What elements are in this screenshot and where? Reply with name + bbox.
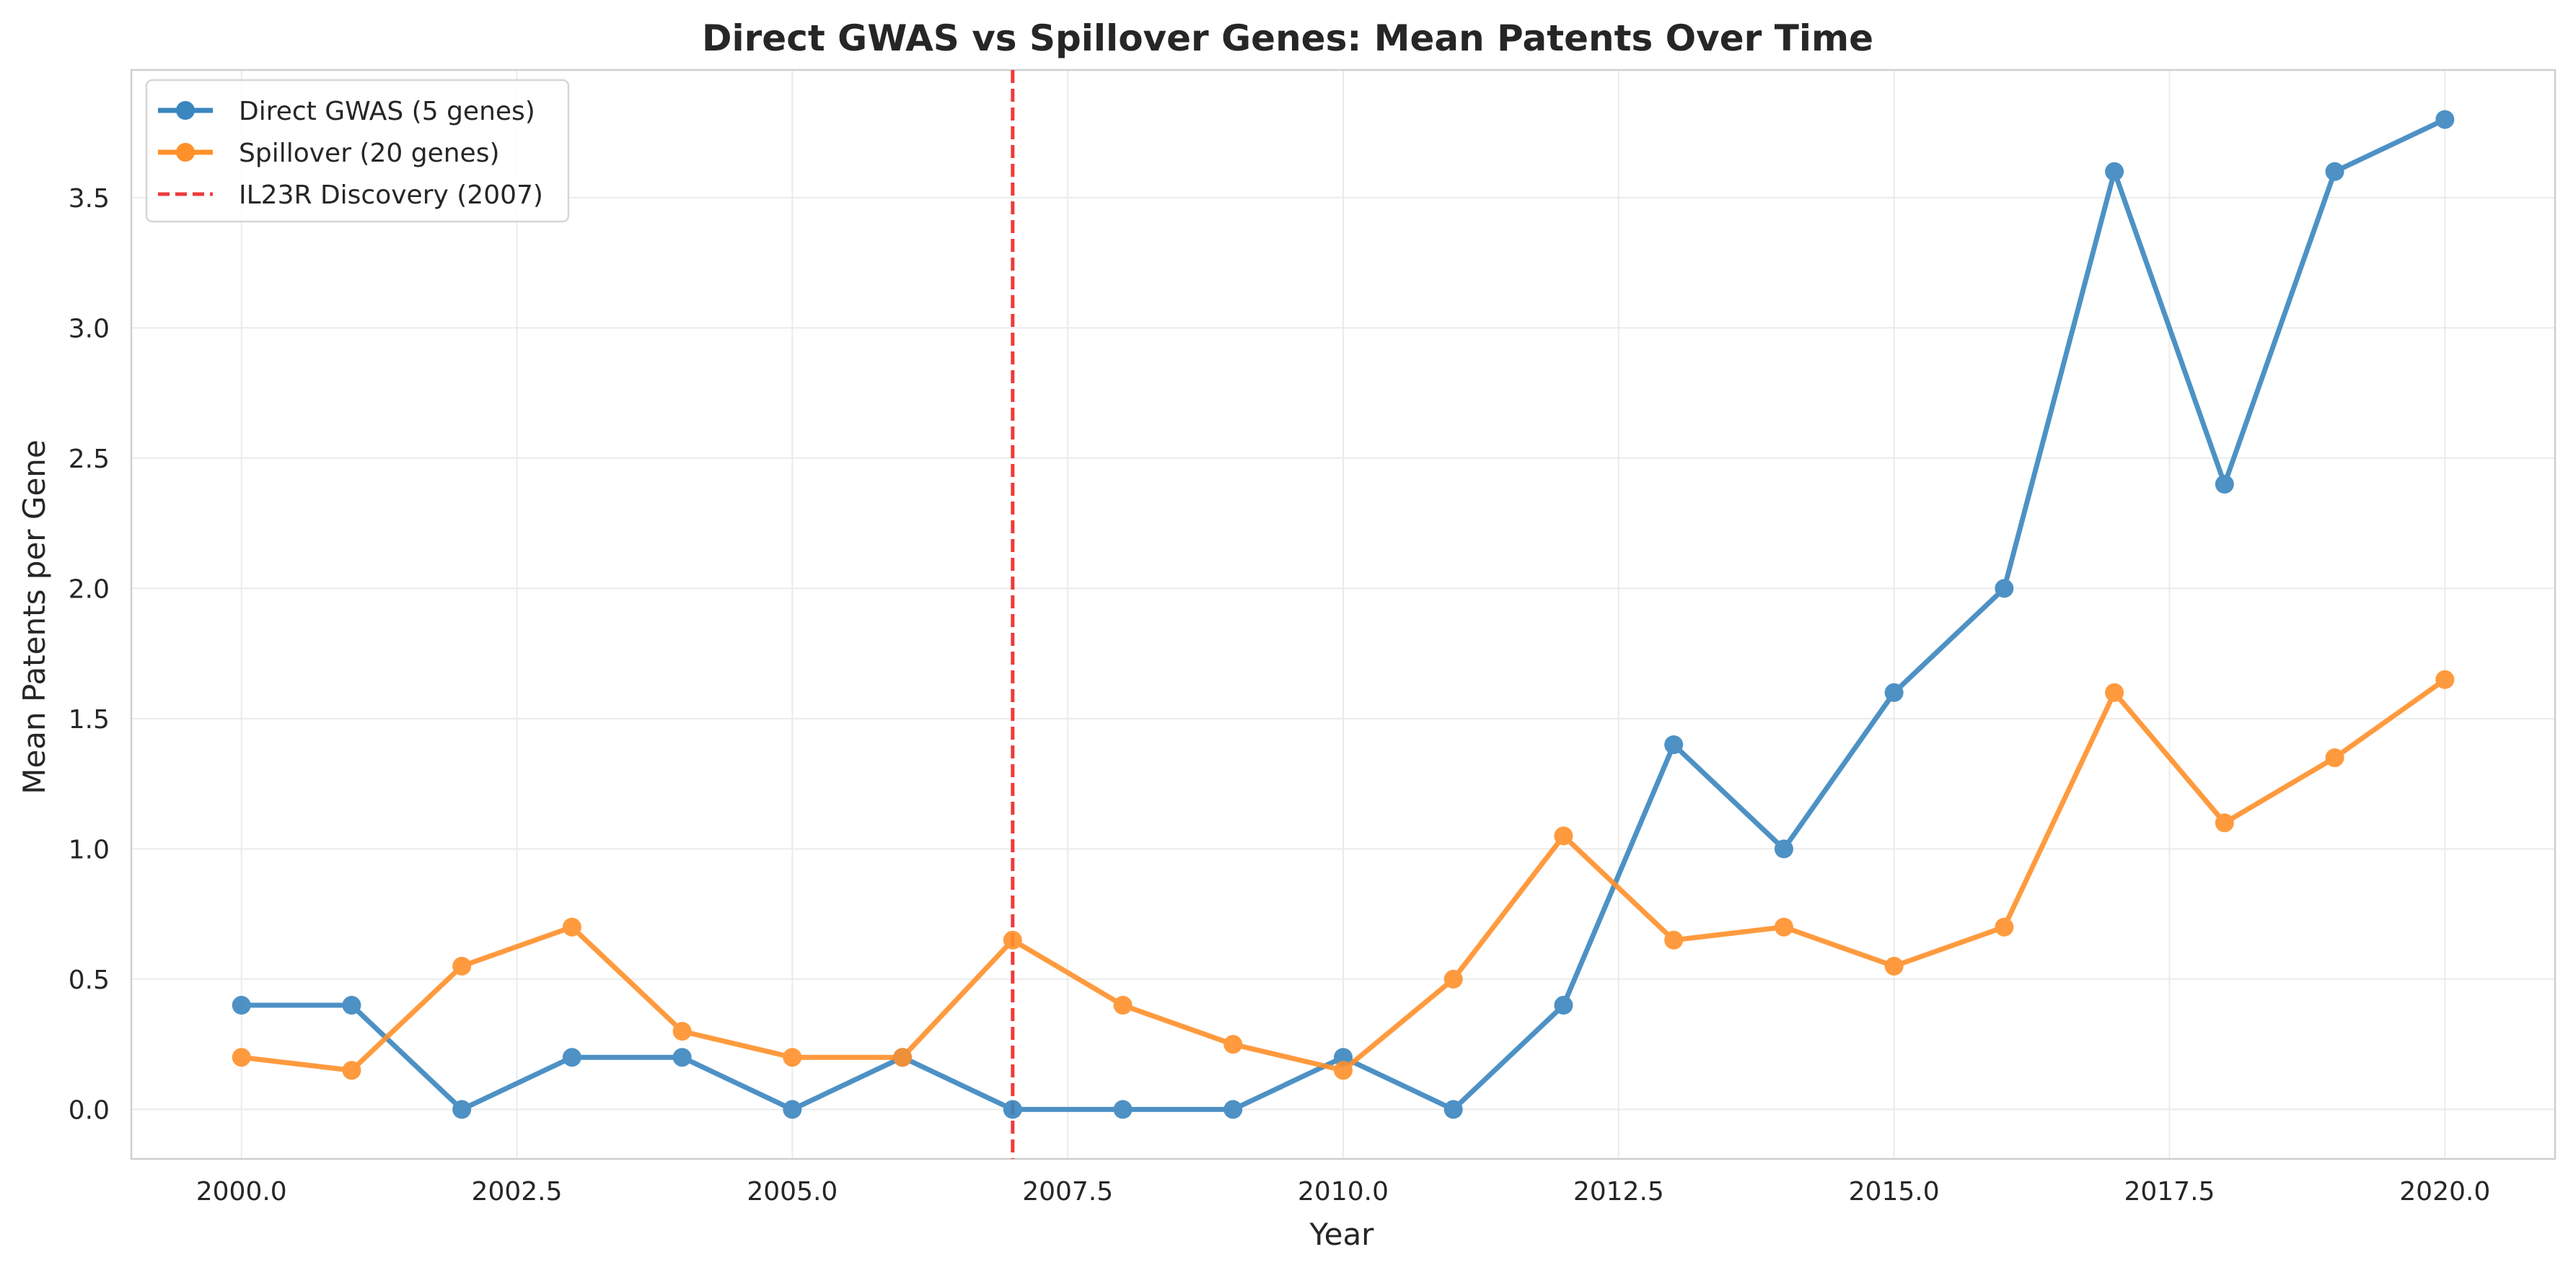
legend-label: Direct GWAS (5 genes) xyxy=(239,97,535,126)
data-point xyxy=(342,1061,361,1080)
data-point xyxy=(783,1100,802,1119)
x-tick-label: 2015.0 xyxy=(1849,1177,1940,1207)
data-point xyxy=(452,1100,472,1119)
data-point xyxy=(2105,162,2124,181)
y-tick-label: 3.0 xyxy=(69,314,110,343)
grid-layer xyxy=(131,70,2555,1159)
chart-title: Direct GWAS vs Spillover Genes: Mean Pat… xyxy=(702,17,1873,59)
data-point xyxy=(1334,1061,1353,1080)
y-tick-label: 0.5 xyxy=(69,966,110,995)
data-point xyxy=(1554,826,1573,846)
y-tick-label: 2.5 xyxy=(69,445,110,474)
data-point xyxy=(2435,670,2455,689)
legend-label: Spillover (20 genes) xyxy=(239,139,500,168)
data-point xyxy=(1443,969,1463,989)
data-point xyxy=(783,1048,802,1067)
x-tick-label: 2020.0 xyxy=(2399,1177,2490,1207)
data-point xyxy=(1003,930,1022,950)
legend-entry: Direct GWAS (5 genes) xyxy=(158,97,535,126)
data-point xyxy=(2215,813,2234,833)
y-tick-label: 0.0 xyxy=(69,1095,110,1125)
data-point xyxy=(232,1048,251,1067)
data-point xyxy=(2325,162,2344,181)
plot-frame xyxy=(130,69,2557,1160)
data-point xyxy=(1664,735,1684,755)
data-point xyxy=(672,1022,692,1041)
data-point xyxy=(1223,1100,1243,1119)
data-point xyxy=(1113,996,1133,1015)
data-point xyxy=(672,1048,692,1067)
data-point xyxy=(452,956,472,976)
data-point xyxy=(1334,1048,1353,1067)
x-tick-label: 2012.5 xyxy=(1573,1177,1664,1207)
x-tick-label: 2017.5 xyxy=(2124,1177,2215,1207)
data-point xyxy=(1995,917,2014,937)
y-tick-label: 1.0 xyxy=(69,835,110,865)
legend-entry: Spillover (20 genes) xyxy=(158,139,500,168)
y-tick-label: 3.5 xyxy=(69,184,110,214)
data-point xyxy=(342,996,361,1015)
x-tick-label: 2005.0 xyxy=(747,1177,838,1207)
data-point xyxy=(1664,930,1684,950)
data-point xyxy=(562,917,581,937)
data-point xyxy=(1884,956,1904,976)
legend-entry: IL23R Discovery (2007) xyxy=(158,180,543,210)
data-point xyxy=(2435,110,2455,129)
legend: Direct GWAS (5 genes) Spillover (20 genes… xyxy=(145,79,570,223)
data-point xyxy=(1774,917,1793,937)
legend-marker-swatch xyxy=(176,101,195,120)
series-layer xyxy=(232,110,2455,1119)
data-point xyxy=(1113,1100,1133,1119)
data-point xyxy=(232,996,251,1015)
data-point xyxy=(1884,683,1904,702)
x-tick-label: 2007.5 xyxy=(1022,1177,1113,1207)
legend-box xyxy=(145,79,570,223)
data-point xyxy=(893,1048,913,1067)
data-point xyxy=(1774,839,1793,859)
x-tick-label: 2010.0 xyxy=(1298,1177,1389,1207)
x-axis-label: Year xyxy=(1309,1217,1375,1252)
data-point xyxy=(2325,748,2344,768)
data-point xyxy=(1003,1100,1022,1119)
series-1 xyxy=(232,670,2455,1080)
data-point xyxy=(562,1048,581,1067)
y-tick-label: 1.5 xyxy=(69,705,110,735)
data-point xyxy=(1995,579,2014,598)
legend-marker-swatch xyxy=(176,143,195,162)
data-point xyxy=(2105,683,2124,702)
data-point xyxy=(1223,1035,1243,1054)
legend-label: IL23R Discovery (2007) xyxy=(239,180,543,210)
data-point xyxy=(1554,996,1573,1015)
tick-label-layer: 2000.0 2002.5 2005.0 2007.5 2010.0 2012.5 2015… xyxy=(69,184,2491,1207)
x-tick-label: 2000.0 xyxy=(196,1177,287,1207)
y-axis-label: Mean Patents per Gene xyxy=(17,439,52,795)
series-0 xyxy=(232,110,2455,1119)
y-tick-label: 2.0 xyxy=(69,574,110,604)
data-point xyxy=(1443,1100,1463,1119)
x-tick-label: 2002.5 xyxy=(472,1177,563,1207)
data-point xyxy=(2215,474,2234,494)
